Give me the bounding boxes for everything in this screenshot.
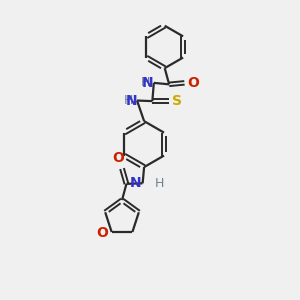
Text: H: H <box>155 177 164 190</box>
Text: O: O <box>96 226 108 241</box>
Text: N: N <box>130 176 142 190</box>
Text: N: N <box>142 76 154 90</box>
Text: O: O <box>188 76 199 90</box>
Text: H: H <box>141 76 150 89</box>
Text: N: N <box>125 94 137 107</box>
Text: O: O <box>112 151 124 165</box>
Text: H: H <box>124 94 134 107</box>
Text: S: S <box>172 94 182 108</box>
